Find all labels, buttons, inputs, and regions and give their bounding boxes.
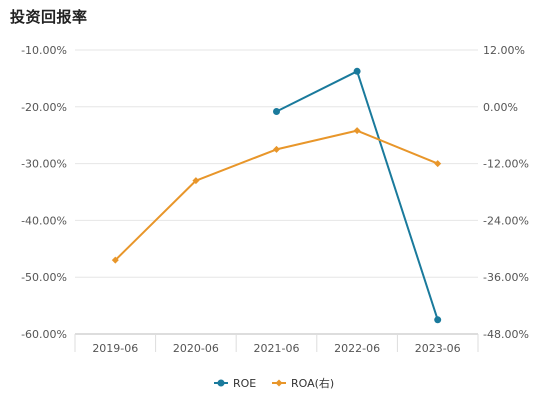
y-left-tick-label: -30.00% xyxy=(21,158,67,171)
data-point xyxy=(353,67,361,75)
chart-title: 投资回报率 xyxy=(10,8,88,26)
y-right-tick-label: 12.00% xyxy=(483,44,525,57)
legend-label: ROA(右) xyxy=(291,376,334,390)
y-right-tick-label: -36.00% xyxy=(483,271,529,284)
x-tick-label: 2021-06 xyxy=(254,342,300,355)
x-tick-label: 2020-06 xyxy=(173,342,219,355)
data-point xyxy=(353,127,361,135)
y-left-tick-label: -40.00% xyxy=(21,214,67,227)
data-point xyxy=(192,177,200,185)
x-tick-label: 2019-06 xyxy=(92,342,138,355)
data-point xyxy=(111,256,119,264)
legend-marker xyxy=(275,379,283,387)
legend-label: ROE xyxy=(233,377,256,390)
data-point xyxy=(273,145,280,153)
data-point xyxy=(434,160,442,168)
legend-marker xyxy=(217,379,225,387)
y-left-tick-label: -10.00% xyxy=(21,44,67,57)
y-right-tick-label: -24.00% xyxy=(483,214,529,227)
y-left-tick-label: -50.00% xyxy=(21,271,67,284)
data-point xyxy=(273,108,280,116)
x-tick-label: 2023-06 xyxy=(415,342,461,355)
y-left-tick-label: -60.00% xyxy=(21,328,67,341)
data-point xyxy=(434,316,442,324)
y-left-tick-label: -20.00% xyxy=(21,101,67,114)
y-right-tick-label: 0.00% xyxy=(483,101,518,114)
y-right-tick-label: -12.00% xyxy=(483,158,529,171)
series-line-ROE xyxy=(276,70,439,321)
y-right-tick-label: -48.00% xyxy=(483,328,529,341)
x-tick-label: 2022-06 xyxy=(334,342,380,355)
